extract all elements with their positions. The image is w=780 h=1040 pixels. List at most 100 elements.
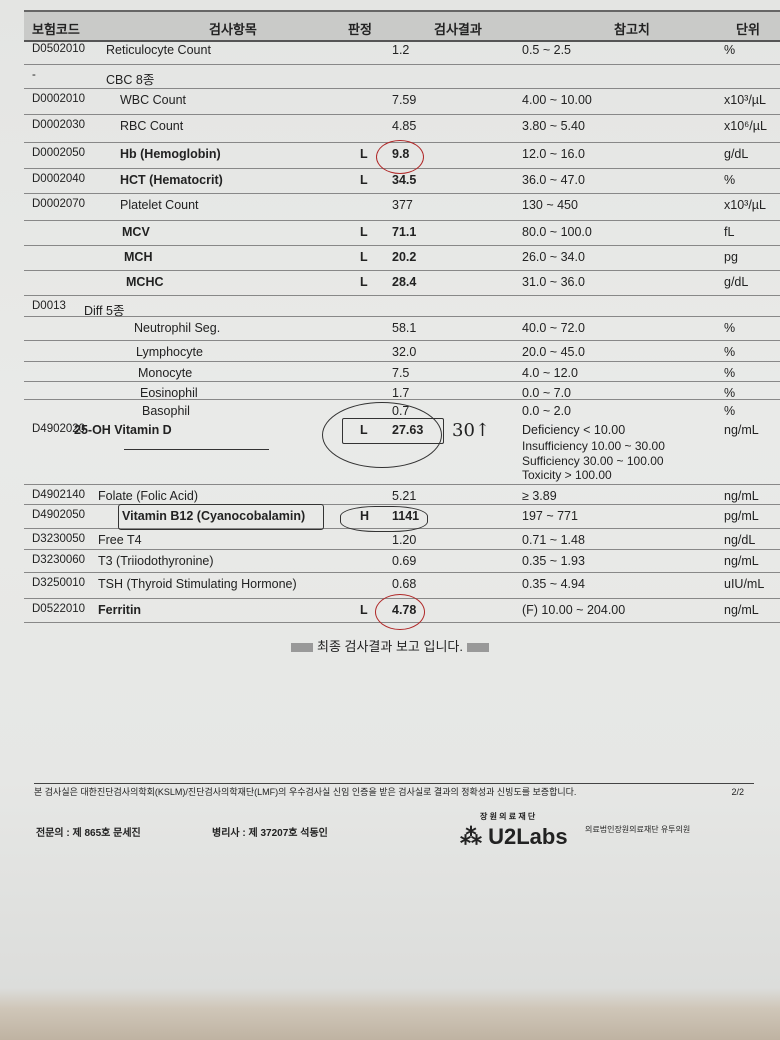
table-row: D0502010 Reticulocyte Count 1.2 0.5 ~ 2.5% (24, 38, 780, 65)
table-row: Lymphocyte 32.0 20.0 ~ 45.0% (24, 340, 780, 362)
cell-name: RBC Count (120, 119, 184, 133)
logo-dots-icon: ⁂ (460, 824, 482, 849)
cell-code: - (32, 69, 36, 81)
table-row: D0002030 RBC Count 4.85 3.80 ~ 5.40 x10⁶/µL (24, 114, 780, 143)
cell-unit: uIU/mL (724, 577, 765, 591)
page-number: 2/2 (731, 787, 744, 797)
cell-ref: 80.0 ~ 100.0 (522, 225, 592, 239)
vitd-insufficiency: Insufficiency 10.00 ~ 30.00 (522, 439, 665, 453)
cell-unit: % (724, 345, 736, 359)
header-item: 검사항목 (209, 22, 257, 37)
header-flag: 판정 (348, 22, 372, 37)
cell-unit: % (724, 173, 736, 187)
header-unit: 단위 (736, 22, 760, 37)
cell-ref: 197 ~ 771 (522, 509, 578, 523)
cell-flag: L (360, 603, 368, 617)
cell-code: D0002070 (32, 198, 86, 210)
cell-name: Vitamin B12 (Cyanocobalamin) (122, 509, 306, 523)
cell-unit: % (724, 404, 736, 418)
cell-unit: g/dL (724, 147, 749, 161)
cell-unit: x10⁶/µL (724, 119, 767, 133)
foundation-name: 장 원 의 료 재 단 (480, 812, 536, 821)
cell-ref: 26.0 ~ 34.0 (522, 250, 585, 264)
cell-ref: 31.0 ~ 36.0 (522, 275, 585, 289)
cell-unit: ng/mL (724, 489, 759, 503)
cell-result: 71.1 (392, 225, 417, 239)
cell-result: 58.1 (392, 321, 417, 335)
b12-pen-box (118, 504, 324, 530)
cell-code: D3230050 (32, 533, 86, 545)
cell-code: D4902020 (32, 423, 86, 435)
cell-ref: 20.0 ~ 45.0 (522, 345, 585, 359)
table-row: D0013 Diff 5종 (24, 295, 780, 318)
cell-unit: ng/dL (724, 533, 756, 547)
cell-ref: 130 ~ 450 (522, 198, 578, 212)
table-row: D3230060 T3 (Triiodothyronine) 0.69 0.35 ~ … (24, 549, 780, 573)
cell-name: Hb (Hemoglobin) (120, 147, 221, 161)
ferritin-red-circle (375, 594, 425, 630)
cell-result: 1.2 (392, 43, 410, 57)
table-row: D3230050 Free T4 1.20 0.71 ~ 1.48 ng/dL (24, 528, 780, 550)
cell-unit: x10³/µL (724, 198, 766, 212)
cell-name: Eosinophil (140, 386, 198, 400)
cell-flag: L (360, 275, 368, 289)
cell-name: Lymphocyte (136, 345, 203, 359)
cell-name: Folate (Folic Acid) (98, 489, 199, 503)
cell-unit: % (724, 321, 736, 335)
table-header: 보험코드 검사항목 판정 검사결과 참고치 단위 (24, 10, 780, 42)
cell-name: MCV (122, 225, 150, 239)
specialist: 전문의 : 제 865호 문세진 (36, 828, 141, 839)
cell-code: D4902050 (32, 509, 86, 521)
table-row: - CBC 8종 (24, 64, 780, 89)
certification-text: 본 검사실은 대한진단검사의학회(KSLM)/진단검사의학재단(LMF)의 우수… (34, 787, 577, 797)
table-row: MCH L 20.2 26.0 ~ 34.0 pg (24, 245, 780, 271)
vitd-ref-extra: Insufficiency 10.00 ~ 30.00 Sufficiency … (522, 439, 665, 483)
cell-name: MCH (124, 250, 153, 264)
u2labs-logo: ⁂ U2Labs (460, 824, 568, 850)
cell-result: 34.5 (392, 173, 417, 187)
table-row: MCHC L 28.4 31.0 ~ 36.0 g/dL (24, 270, 780, 296)
cell-ref: 12.0 ~ 16.0 (522, 147, 585, 161)
cell-unit: pg/mL (724, 509, 759, 523)
cell-unit: pg (724, 250, 738, 264)
logo-text: U2Labs (488, 824, 568, 849)
table-row: Eosinophil 1.7 0.0 ~ 7.0% (24, 381, 780, 400)
cell-name: Neutrophil Seg. (134, 321, 221, 335)
cell-ref: 0.71 ~ 1.48 (522, 533, 585, 547)
cell-result: 1.20 (392, 533, 417, 547)
table-row: D0002040 HCT (Hematocrit) L 34.5 36.0 ~ 47.0… (24, 168, 780, 194)
table-row: D4902140 Folate (Folic Acid) 5.21 ≥ 3.89 ng/… (24, 484, 780, 505)
cell-result: 7.59 (392, 93, 417, 107)
cell-unit: % (724, 43, 736, 57)
cell-ref: Deficiency < 10.00 (522, 423, 626, 437)
table-row: Neutrophil Seg. 58.1 40.0 ~ 72.0% (24, 316, 780, 341)
cell-unit: ng/mL (724, 423, 759, 437)
cell-flag: L (360, 173, 368, 187)
cell-result: 0.69 (392, 554, 417, 568)
cell-flag: L (360, 225, 368, 239)
cell-flag: L (360, 250, 368, 264)
cell-name: HCT (Hematocrit) (120, 173, 223, 187)
cell-name: TSH (Thyroid Stimulating Hormone) (98, 577, 297, 591)
vitd-pen-circle (322, 402, 442, 468)
cell-name: Free T4 (98, 533, 142, 547)
handwritten-note: 30↑ (452, 420, 490, 441)
cell-name: Diff 5종 (84, 304, 125, 318)
final-report-message: 최종 검사결과 보고 입니다. (0, 636, 780, 655)
table-row: D0002070 Platelet Count 377 130 ~ 450 x10³/µ… (24, 193, 780, 221)
header-code: 보험코드 (32, 22, 80, 37)
cell-ref: 0.0 ~ 7.0 (522, 386, 571, 400)
cell-code: D4902140 (32, 489, 86, 501)
final-message-text: 최종 검사결과 보고 입니다. (316, 639, 463, 654)
cell-name: 25-OH Vitamin D (74, 423, 172, 437)
cell-ref: ≥ 3.89 (522, 489, 557, 503)
cell-name: Reticulocyte Count (106, 43, 211, 57)
cell-unit: g/dL (724, 275, 749, 289)
vitd-underline (124, 449, 269, 450)
cell-code: D0002010 (32, 93, 86, 105)
cell-code: D0013 (32, 300, 66, 312)
cell-result: 7.5 (392, 366, 410, 380)
cell-result: 377 (392, 198, 413, 212)
hb-red-circle (376, 140, 424, 174)
cell-code: D0002050 (32, 147, 86, 159)
